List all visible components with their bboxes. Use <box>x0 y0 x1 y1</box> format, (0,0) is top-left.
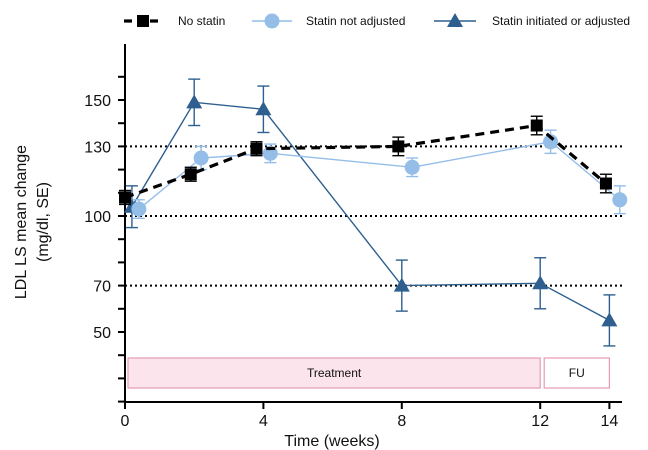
legend-statin-initiated-or-adjusted-marker <box>447 13 463 27</box>
legend-entry-statin-not-adjusted: Statin not adjusted <box>252 13 405 29</box>
legend-label: Statin initiated or adjusted <box>492 14 630 28</box>
legend-label: Statin not adjusted <box>306 14 405 28</box>
legend-no-statin-marker <box>137 15 149 27</box>
legend: No statin Statin not adjusted Statin initi… <box>124 13 630 29</box>
statin-not-adjusted-marker <box>543 134 559 150</box>
no-statin-marker <box>119 191 131 204</box>
statin-not-adjusted-marker <box>612 192 628 208</box>
no-statin-line <box>124 123 607 199</box>
statin-not-adjusted-marker <box>404 159 420 175</box>
period-band-label: Treatment <box>307 366 362 380</box>
reference-lines <box>125 145 622 287</box>
y-tick-label: 130 <box>84 139 111 156</box>
x-tick-label: 14 <box>601 413 619 430</box>
statin-initiated-or-adjusted-marker <box>393 277 410 292</box>
no-statin-marker <box>250 142 263 155</box>
statin-initiated-or-adjusted-line <box>131 101 610 322</box>
series-statin-not-adjusted <box>131 129 628 220</box>
y-axis-title-line1: LDL LS mean change <box>13 145 30 299</box>
x-tick-label: 12 <box>531 413 549 430</box>
x-tick-label: 0 <box>121 413 130 430</box>
y-ticks: 50 70 100 130 150 <box>84 75 125 403</box>
x-tick-label: 8 <box>397 413 406 430</box>
period-band-treatment <box>127 357 541 389</box>
x-tick-label: 4 <box>259 413 268 430</box>
statin-initiated-or-adjusted-marker <box>255 101 272 116</box>
statin-initiated-or-adjusted-marker <box>601 312 618 327</box>
statin-initiated-or-adjusted-marker <box>186 94 203 109</box>
legend-label: No statin <box>178 14 225 28</box>
x-axis-title: Time (weeks) <box>284 433 379 450</box>
legend-statin-not-adjusted-marker <box>264 13 280 29</box>
period-bands: Treatment FU <box>127 357 611 389</box>
statin-not-adjusted-line <box>138 141 621 210</box>
y-tick-label: 100 <box>84 209 111 226</box>
y-tick-label: 70 <box>93 279 111 296</box>
y-axis-title-line2: (mg/dl, SE) <box>35 182 52 262</box>
legend-entry-statin-initiated-or-adjusted: Statin initiated or adjusted <box>434 13 630 28</box>
y-tick-label: 50 <box>93 325 111 342</box>
series-layer <box>119 78 628 347</box>
no-statin-marker <box>530 119 543 132</box>
no-statin-marker <box>392 140 405 153</box>
statin-initiated-or-adjusted-marker <box>532 275 549 290</box>
statin-not-adjusted-marker <box>131 201 147 217</box>
x-ticks: 0 4 8 12 14 <box>121 402 619 430</box>
period-band-fu <box>543 357 611 389</box>
legend-entry-no-statin: No statin <box>124 14 225 28</box>
series-statin-initiated-or-adjusted <box>123 78 618 347</box>
no-statin-marker <box>184 168 197 181</box>
series-no-statin <box>119 115 612 206</box>
axes <box>124 44 622 403</box>
no-statin-marker <box>599 177 612 190</box>
y-tick-label: 150 <box>84 93 111 110</box>
statin-not-adjusted-marker <box>193 150 209 166</box>
period-band-label: FU <box>569 366 585 380</box>
